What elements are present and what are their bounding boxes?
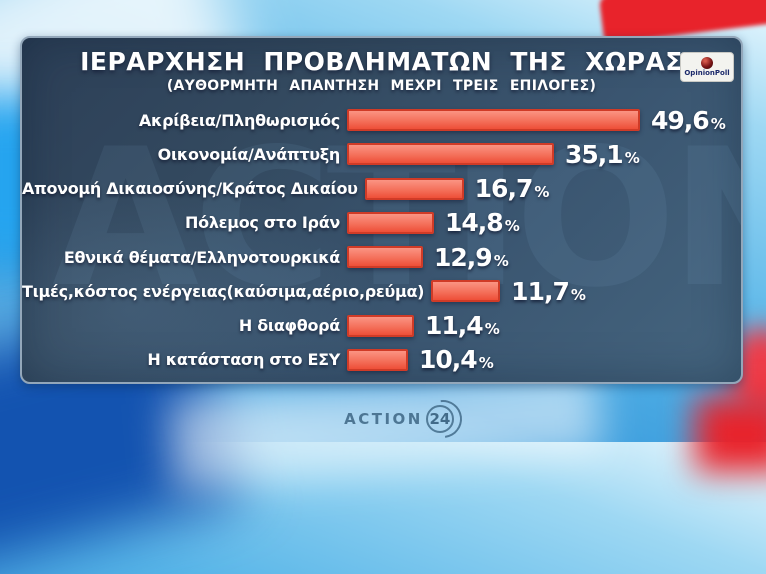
- value-number: 10,4: [419, 345, 478, 375]
- category-label: Τιμές,κόστος ενέργειας(καύσιμα,αέριο,ρεύ…: [22, 282, 431, 301]
- percent-sign: %: [710, 114, 726, 133]
- value-label: 10,4%: [419, 347, 494, 372]
- bar: [347, 143, 554, 166]
- category-label-text: Απονομή Δικαιοσύνης/Κράτος Δικαίου: [22, 179, 358, 199]
- action24-logo: ACTION 24: [32, 402, 766, 436]
- category-label-text: Η διαφθορά: [238, 316, 340, 336]
- percent-sign: %: [624, 148, 640, 167]
- value-label: 35,1%: [565, 142, 640, 167]
- percent-sign: %: [504, 217, 520, 236]
- chart-row: Η κατάσταση στο ΕΣΥ 10,4%: [22, 344, 741, 376]
- opinionpoll-circle-icon: [701, 57, 713, 69]
- value-number: 35,1: [565, 139, 624, 169]
- percent-sign: %: [484, 320, 500, 339]
- poll-panel: ACTION ΙΕΡΑΡΧΗΣΗ ΠΡΟΒΛΗΜΑΤΩΝ ΤΗΣ ΧΩΡΑΣ (…: [20, 36, 743, 384]
- category-label: Πόλεμος στο Ιράν: [22, 213, 347, 232]
- bar: [347, 314, 414, 337]
- chart-subtitle: (ΑΥΘΟΡΜΗΤΗ ΑΠΑΝΤΗΣΗ ΜΕΧΡΙ ΤΡΕΙΣ ΕΠΙΛΟΓΕΣ…: [166, 78, 597, 94]
- bar: [347, 109, 640, 131]
- value-label: 49,6%: [651, 108, 726, 133]
- value-number: 14,8: [445, 208, 504, 238]
- percent-sign: %: [478, 354, 494, 373]
- chart-row: Εθνικά θέματα/Ελληνοτουρκικά 12,9%: [22, 241, 741, 273]
- channel-number-label: 24: [429, 410, 451, 428]
- category-label-text: Οικονομία/Ανάπτυξη: [157, 144, 341, 164]
- value-number: 12,9: [434, 242, 493, 272]
- bar: [347, 246, 423, 269]
- chart-row: Οικονομία/Ανάπτυξη 35,1%: [22, 138, 741, 170]
- category-label-text: Τιμές,κόστος ενέργειας(καύσιμα,αέριο,ρεύ…: [22, 281, 425, 301]
- opinionpoll-label: OpinionPoll: [684, 69, 730, 77]
- chart-row: Ακρίβεια/Πληθωρισμός 49,6%: [22, 104, 741, 136]
- chart-title: ΙΕΡΑΡΧΗΣΗ ΠΡΟΒΛΗΜΑΤΩΝ ΤΗΣ ΧΩΡΑΣ: [80, 47, 683, 76]
- category-label: Εθνικά θέματα/Ελληνοτουρκικά: [22, 248, 347, 267]
- value-number: 11,4: [425, 311, 484, 341]
- chart-row: Απονομή Δικαιοσύνης/Κράτος Δικαίου 16,7%: [22, 173, 741, 205]
- value-label: 11,7%: [511, 279, 586, 304]
- bar: [431, 280, 501, 303]
- percent-sign: %: [534, 183, 550, 202]
- bar: [364, 177, 464, 200]
- percent-sign: %: [570, 285, 586, 304]
- category-label: Απονομή Δικαιοσύνης/Κράτος Δικαίου: [22, 179, 365, 198]
- category-label-text: Πόλεμος στο Ιράν: [185, 213, 340, 233]
- panel-header: ΙΕΡΑΡΧΗΣΗ ΠΡΟΒΛΗΜΑΤΩΝ ΤΗΣ ΧΩΡΑΣ (ΑΥΘΟΡΜΗ…: [62, 47, 701, 94]
- percent-sign: %: [493, 251, 509, 270]
- channel-number-circle: 24: [425, 405, 454, 433]
- channel-name-label: ACTION: [344, 410, 423, 428]
- panel-sheen: [22, 178, 382, 382]
- value-label: 14,8%: [445, 210, 520, 235]
- bar-chart: Ακρίβεια/Πληθωρισμός 49,6% Οικονομία/Ανάπτ…: [22, 104, 741, 376]
- value-number: 49,6: [651, 105, 710, 135]
- chart-row: Τιμές,κόστος ενέργειας(καύσιμα,αέριο,ρεύ…: [22, 275, 741, 307]
- bar: [347, 348, 408, 371]
- category-label: Ακρίβεια/Πληθωρισμός: [22, 111, 347, 130]
- category-label-text: Εθνικά θέματα/Ελληνοτουρκικά: [63, 247, 340, 267]
- category-label: Οικονομία/Ανάπτυξη: [22, 145, 347, 164]
- value-number: 16,7: [474, 174, 534, 204]
- value-label: 12,9%: [434, 245, 509, 270]
- value-label: 11,4%: [425, 313, 500, 338]
- category-label-text: Η κατάσταση στο ΕΣΥ: [147, 350, 340, 370]
- value-number: 11,7: [511, 276, 570, 306]
- category-label: Η κατάσταση στο ΕΣΥ: [22, 350, 347, 369]
- chart-row: Πόλεμος στο Ιράν 14,8%: [22, 207, 741, 239]
- category-label: Η διαφθορά: [22, 316, 347, 335]
- bar: [347, 211, 434, 234]
- chart-row: Η διαφθορά 11,4%: [22, 310, 741, 342]
- category-label-text: Ακρίβεια/Πληθωρισμός: [138, 110, 340, 130]
- opinionpoll-logo: OpinionPoll: [680, 52, 734, 82]
- value-label: 16,7%: [475, 176, 550, 201]
